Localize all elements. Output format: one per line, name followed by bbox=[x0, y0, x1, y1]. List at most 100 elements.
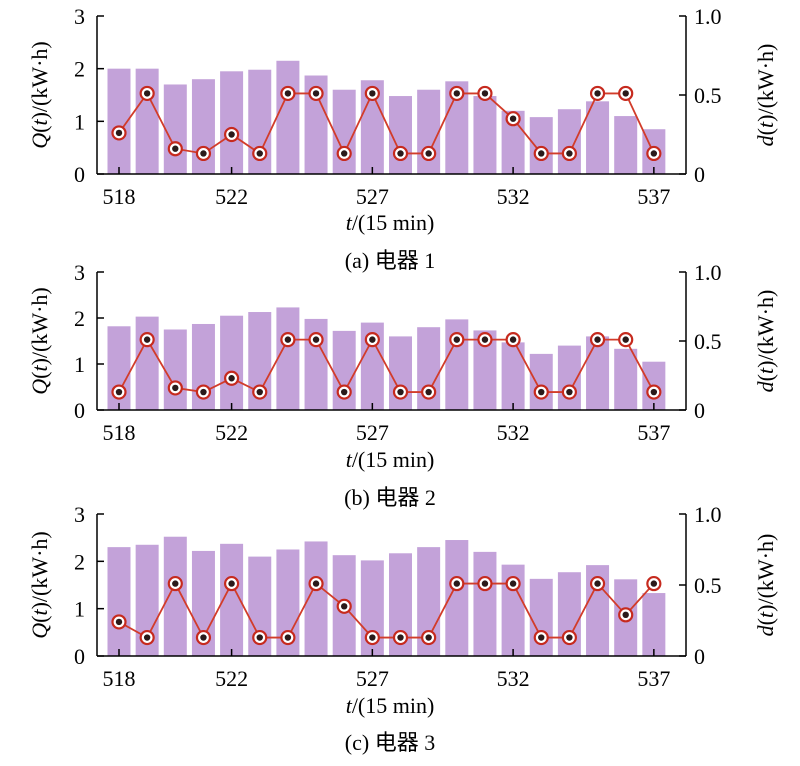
d-point-core-519 bbox=[143, 634, 151, 641]
d-point-core-529 bbox=[425, 388, 432, 396]
x-tick-label: 522 bbox=[215, 184, 248, 209]
d-point-core-534 bbox=[566, 150, 573, 157]
d-point-core-532 bbox=[509, 336, 517, 343]
x-tick-label: 537 bbox=[637, 420, 670, 445]
d-point-core-522 bbox=[228, 580, 235, 587]
panel-caption: (b) 电器 2 bbox=[344, 485, 436, 510]
d-point-core-518 bbox=[115, 618, 123, 626]
right-tick-label: 0.5 bbox=[694, 83, 722, 108]
d-point-core-536 bbox=[622, 90, 629, 97]
d-point-core-533 bbox=[538, 150, 545, 157]
left-tick-label: 3 bbox=[74, 502, 85, 527]
bar-531 bbox=[473, 96, 497, 174]
y-left-label: Q(t)/(kW·h) bbox=[27, 531, 52, 639]
bar-534 bbox=[557, 109, 581, 174]
x-tick-label: 518 bbox=[103, 184, 136, 209]
d-point-core-525 bbox=[312, 90, 320, 97]
bar-525 bbox=[304, 75, 328, 174]
d-point-core-522 bbox=[228, 375, 235, 382]
d-point-core-525 bbox=[312, 580, 320, 587]
right-tick-label: 1.0 bbox=[694, 4, 722, 29]
x-tick-label: 527 bbox=[356, 420, 389, 445]
d-point-core-533 bbox=[538, 634, 545, 641]
y-right-label: d(t)/(kW·h) bbox=[753, 534, 778, 637]
right-tick-label: 0 bbox=[694, 644, 705, 669]
d-point-core-523 bbox=[256, 634, 263, 641]
x-tick-label: 527 bbox=[356, 666, 389, 691]
left-tick-label: 2 bbox=[74, 57, 85, 82]
right-tick-label: 0.5 bbox=[694, 329, 722, 354]
bar-519 bbox=[135, 68, 159, 174]
right-tick-label: 0 bbox=[694, 398, 705, 423]
left-tick-label: 1 bbox=[74, 352, 85, 377]
bar-531 bbox=[473, 330, 497, 410]
left-tick-label: 0 bbox=[74, 398, 85, 423]
bar-528 bbox=[389, 553, 412, 656]
d-point-core-524 bbox=[284, 90, 292, 97]
d-point-core-530 bbox=[453, 580, 460, 587]
bar-524 bbox=[276, 307, 300, 410]
d-point-core-520 bbox=[172, 145, 179, 152]
d-point-core-527 bbox=[369, 336, 376, 343]
bar-536 bbox=[614, 116, 638, 174]
d-point-core-524 bbox=[284, 634, 292, 641]
x-tick-label: 522 bbox=[215, 666, 248, 691]
panel-caption: (a) 电器 1 bbox=[345, 248, 435, 273]
d-point-core-532 bbox=[509, 115, 517, 122]
bar-532 bbox=[501, 342, 525, 410]
bar-519 bbox=[135, 316, 159, 410]
d-point-core-520 bbox=[172, 580, 179, 587]
bar-530 bbox=[445, 540, 469, 656]
d-point-core-531 bbox=[481, 336, 489, 343]
d-point-core-521 bbox=[200, 388, 207, 396]
d-point-core-528 bbox=[397, 150, 404, 157]
x-tick-label: 532 bbox=[497, 666, 530, 691]
left-tick-label: 3 bbox=[74, 4, 85, 29]
right-tick-label: 0 bbox=[694, 162, 705, 187]
d-point-core-537 bbox=[650, 580, 658, 587]
left-tick-label: 1 bbox=[74, 597, 85, 622]
d-point-core-518 bbox=[115, 388, 123, 396]
d-point-core-519 bbox=[143, 90, 151, 97]
bar-531 bbox=[473, 551, 497, 656]
d-point-core-523 bbox=[256, 150, 263, 157]
d-point-core-534 bbox=[566, 634, 573, 641]
panel-2: 0 1 2 3 0 0.5 1.0 518 522 527 532 537 Q(t)/(kW·h) d(t… bbox=[27, 260, 778, 510]
d-point-core-536 bbox=[622, 336, 629, 343]
bar-518 bbox=[107, 68, 131, 174]
y-right-label: d(t)/(kW·h) bbox=[753, 290, 778, 393]
bar-537 bbox=[642, 593, 666, 656]
d-point-core-529 bbox=[425, 634, 432, 641]
d-point-core-519 bbox=[143, 336, 151, 343]
x-axis-label: t/(15 min) bbox=[346, 693, 435, 718]
bar-522 bbox=[220, 543, 244, 656]
bar-520 bbox=[163, 84, 187, 174]
d-point-core-526 bbox=[341, 150, 348, 157]
d-point-core-523 bbox=[256, 388, 263, 396]
d-point-core-537 bbox=[650, 150, 658, 157]
bar-523 bbox=[248, 556, 272, 656]
panel-3: 0 1 2 3 0 0.5 1.0 518 522 527 532 537 Q(t)/(kW·h) d(t… bbox=[27, 502, 778, 755]
left-tick-label: 2 bbox=[74, 549, 85, 574]
x-tick-label: 532 bbox=[497, 184, 530, 209]
d-point-core-521 bbox=[200, 150, 207, 157]
bar-529 bbox=[417, 547, 441, 656]
d-point-core-535 bbox=[594, 336, 601, 343]
left-tick-label: 3 bbox=[74, 260, 85, 285]
bar-533 bbox=[529, 353, 553, 410]
bar-522 bbox=[220, 71, 244, 174]
right-tick-label: 1.0 bbox=[694, 260, 722, 285]
x-axis-label: t/(15 min) bbox=[346, 447, 435, 472]
bar-535 bbox=[586, 336, 610, 410]
x-axis-label: t/(15 min) bbox=[346, 210, 435, 235]
left-tick-label: 0 bbox=[74, 644, 85, 669]
d-point-core-520 bbox=[172, 384, 179, 392]
x-tick-label: 532 bbox=[497, 420, 530, 445]
d-point-core-528 bbox=[397, 634, 404, 641]
x-tick-label: 537 bbox=[637, 666, 670, 691]
d-point-core-534 bbox=[566, 388, 573, 396]
bar-533 bbox=[529, 117, 553, 174]
bar-521 bbox=[191, 550, 215, 656]
